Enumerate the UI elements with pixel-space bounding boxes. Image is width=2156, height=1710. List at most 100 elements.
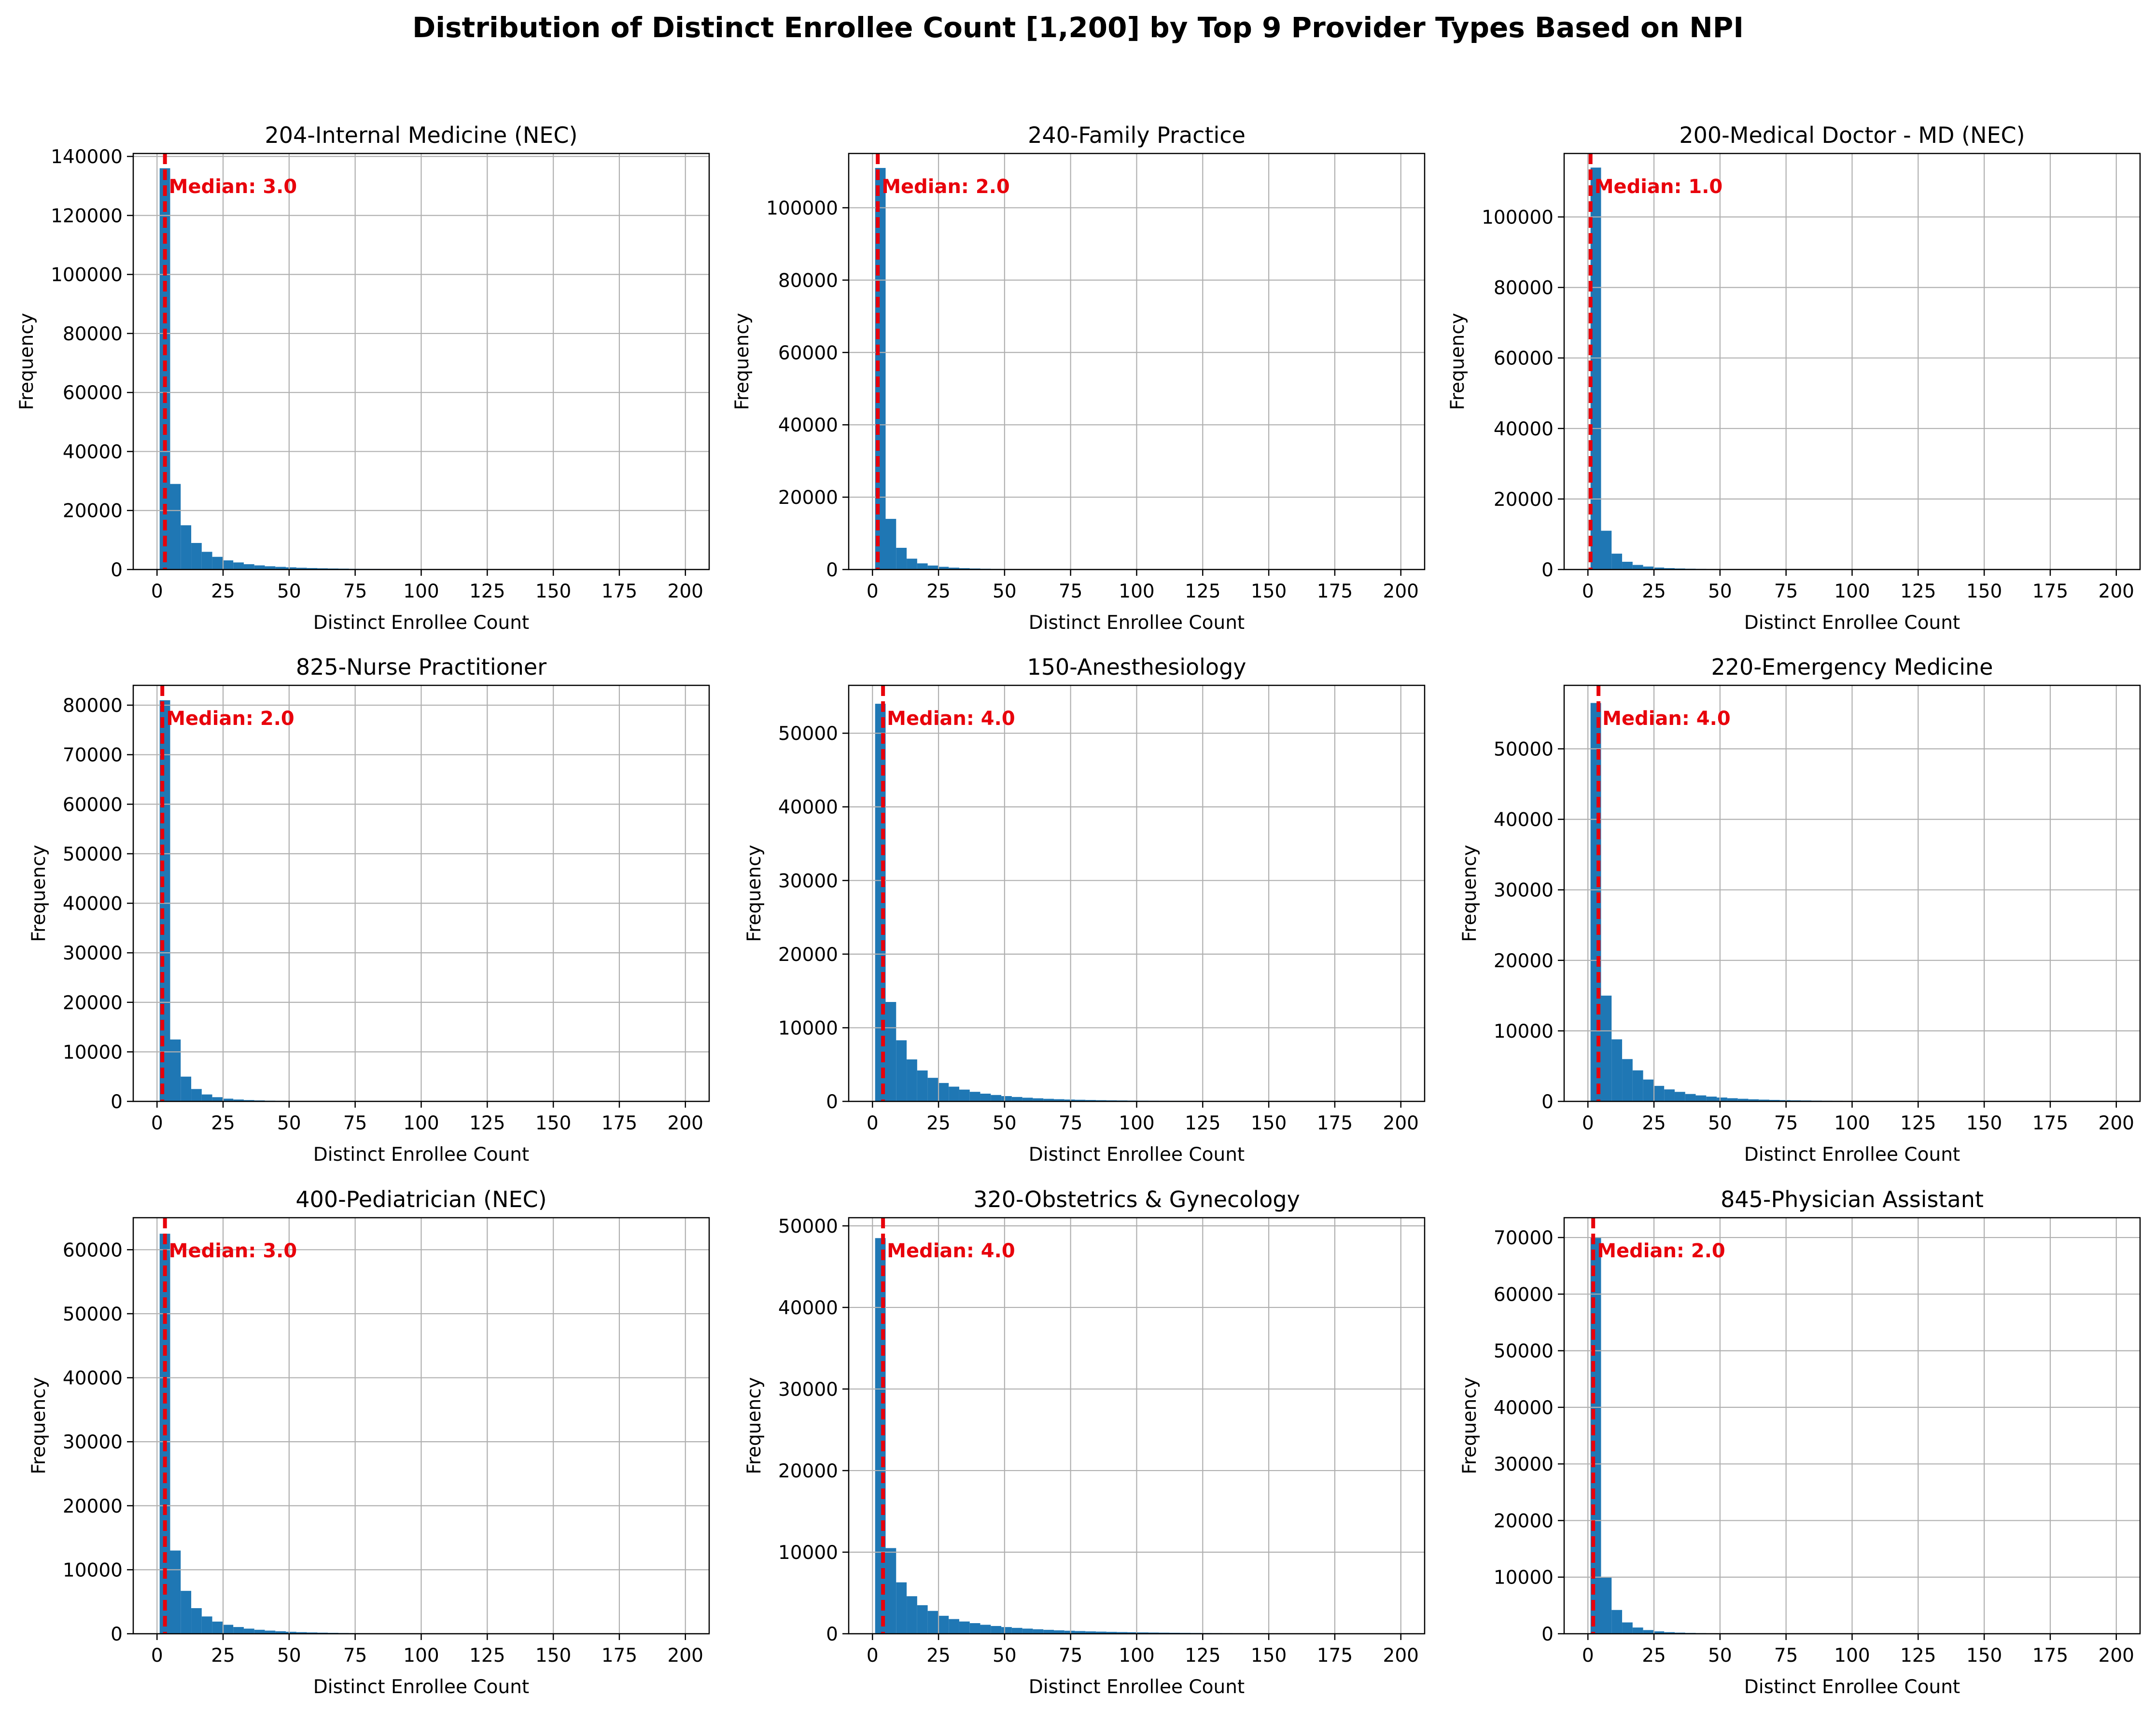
median-label: Median: 2.0 xyxy=(166,708,294,730)
histogram-bar xyxy=(1664,1632,1675,1634)
histogram-bar xyxy=(286,567,296,570)
histogram-bar xyxy=(1779,1100,1791,1101)
histogram-bar xyxy=(1011,1627,1022,1634)
subplot-title: 825-Nurse Practitioner xyxy=(296,654,546,680)
histogram-bar xyxy=(1085,1100,1096,1101)
x-tick-label: 125 xyxy=(469,1112,505,1134)
y-tick-label: 0 xyxy=(111,1091,123,1113)
histogram-bar xyxy=(1085,1631,1096,1634)
x-tick-label: 200 xyxy=(2099,581,2134,602)
y-tick-label: 0 xyxy=(826,1624,838,1645)
histogram-bar xyxy=(223,1625,234,1634)
y-tick-label: 20000 xyxy=(63,500,123,522)
histogram-bar xyxy=(1643,1079,1654,1101)
histogram-bar xyxy=(1053,1099,1064,1101)
histogram-bar xyxy=(1632,565,1643,570)
histogram-bar xyxy=(254,1629,265,1634)
y-tick-label: 100000 xyxy=(1482,207,1554,228)
x-tick-label: 200 xyxy=(2099,1645,2134,1667)
x-tick-label: 125 xyxy=(469,581,505,602)
y-axis-label: Frequency xyxy=(1459,1377,1481,1474)
y-tick-label: 0 xyxy=(826,559,838,581)
histogram-bar xyxy=(265,1630,276,1634)
x-tick-label: 175 xyxy=(1317,1645,1353,1667)
y-tick-label: 80000 xyxy=(63,695,123,717)
histogram-bar xyxy=(1075,1099,1086,1101)
x-tick-label: 25 xyxy=(211,1645,235,1667)
y-tick-label: 20000 xyxy=(63,992,123,1014)
histogram-bar xyxy=(927,1611,938,1634)
x-tick-label: 50 xyxy=(277,1645,301,1667)
histogram-bar xyxy=(1622,561,1633,570)
y-tick-label: 0 xyxy=(1541,559,1554,581)
x-axis-label: Distinct Enrollee Count xyxy=(313,1676,529,1698)
histogram-bar xyxy=(959,568,970,570)
median-label: Median: 3.0 xyxy=(169,1240,297,1262)
histogram-bar xyxy=(243,564,254,570)
x-tick-label: 175 xyxy=(1317,1112,1353,1134)
histogram-bar xyxy=(1064,1099,1075,1101)
histogram-bar xyxy=(275,567,286,570)
x-tick-label: 0 xyxy=(151,1645,163,1667)
y-tick-label: 0 xyxy=(826,1091,838,1113)
x-tick-label: 100 xyxy=(1119,581,1154,602)
y-tick-label: 50000 xyxy=(778,723,838,745)
median-label: Median: 1.0 xyxy=(1595,176,1723,198)
histogram-bar xyxy=(959,1089,970,1101)
histogram-bar xyxy=(275,1631,286,1634)
y-tick-label: 30000 xyxy=(1494,880,1554,902)
histogram-bar xyxy=(1127,1632,1138,1634)
histogram-bar xyxy=(1601,995,1612,1101)
median-label: Median: 4.0 xyxy=(887,1240,1015,1262)
histogram-bar xyxy=(201,1094,212,1101)
y-tick-label: 70000 xyxy=(1494,1227,1554,1249)
x-tick-label: 75 xyxy=(343,581,367,602)
histogram-bar xyxy=(1148,1632,1159,1634)
x-axis-label: Distinct Enrollee Count xyxy=(1029,1676,1245,1698)
y-tick-label: 10000 xyxy=(778,1542,838,1564)
y-tick-label: 40000 xyxy=(1494,1397,1554,1419)
x-tick-label: 200 xyxy=(2099,1112,2134,1134)
histogram-bar xyxy=(317,568,328,570)
x-tick-label: 50 xyxy=(1708,581,1732,602)
histogram-bar xyxy=(1653,567,1665,570)
x-tick-label: 25 xyxy=(926,1645,951,1667)
y-tick-label: 40000 xyxy=(778,797,838,819)
histogram-bar xyxy=(1096,1631,1106,1634)
x-tick-label: 0 xyxy=(867,1645,879,1667)
x-tick-label: 125 xyxy=(1900,1112,1936,1134)
y-tick-label: 10000 xyxy=(1494,1021,1554,1043)
histogram-bar xyxy=(1043,1098,1054,1101)
x-tick-label: 75 xyxy=(1774,581,1798,602)
x-tick-label: 25 xyxy=(1642,1112,1666,1134)
y-tick-label: 40000 xyxy=(1494,809,1554,831)
y-tick-label: 0 xyxy=(1541,1624,1554,1645)
histogram-bar xyxy=(980,1625,991,1634)
histogram-bar xyxy=(1033,1098,1044,1101)
y-axis-label: Frequency xyxy=(28,1377,50,1474)
histogram-bar xyxy=(885,1548,896,1634)
subplot-title: 400-Pediatrician (NEC) xyxy=(295,1186,546,1212)
histogram-bar xyxy=(296,1632,307,1634)
histogram-bar xyxy=(1664,1089,1675,1101)
x-tick-label: 200 xyxy=(1383,1645,1419,1667)
x-tick-label: 0 xyxy=(1582,581,1594,602)
histogram-bar xyxy=(1001,1096,1012,1101)
y-axis-label: Frequency xyxy=(16,313,38,410)
x-tick-label: 50 xyxy=(277,581,301,602)
subplot-title: 240-Family Practice xyxy=(1028,122,1246,148)
y-axis-label: Frequency xyxy=(28,845,50,942)
histogram-bar xyxy=(201,1616,212,1634)
histogram-bar xyxy=(991,1626,1002,1634)
y-tick-label: 40000 xyxy=(63,1368,123,1390)
median-label: Median: 2.0 xyxy=(882,176,1010,198)
histogram-bar xyxy=(969,1623,980,1634)
x-axis-label: Distinct Enrollee Count xyxy=(1744,1144,1960,1166)
x-tick-label: 100 xyxy=(1119,1112,1154,1134)
histogram-bar xyxy=(181,1076,192,1101)
histogram-bar xyxy=(1695,1095,1707,1101)
histogram-bar xyxy=(980,1093,991,1101)
subplot-9: Median: 2.0 0 25 50 75 100 125 150 175 200 0 10000 2… xyxy=(1459,1186,2141,1698)
x-tick-label: 50 xyxy=(277,1112,301,1134)
histogram-bar xyxy=(1727,1098,1738,1101)
